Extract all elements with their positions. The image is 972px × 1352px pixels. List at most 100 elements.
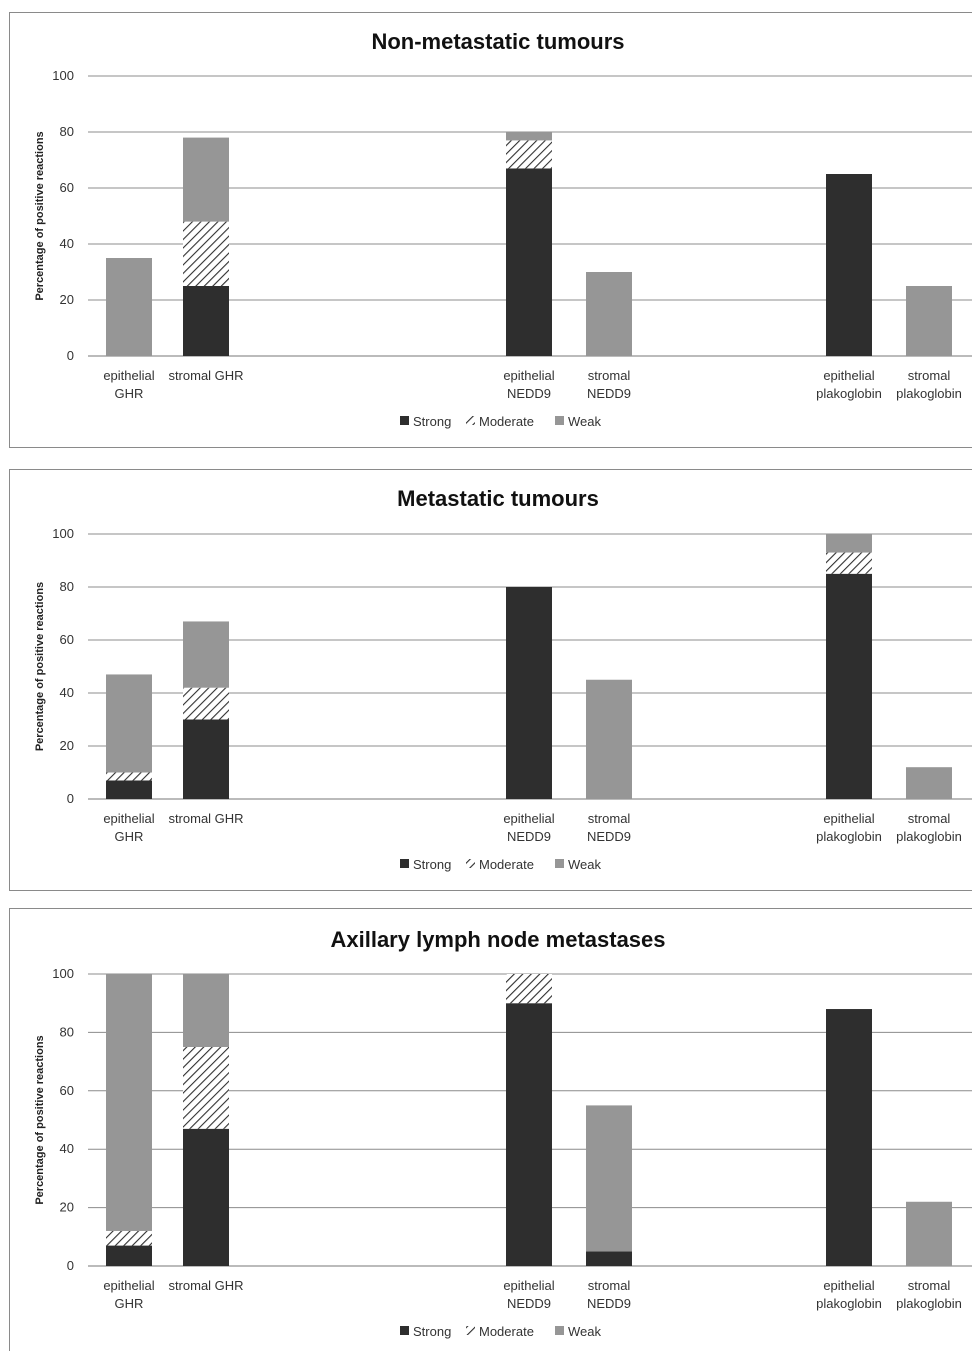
bar-strong — [183, 719, 229, 799]
y-tick-label: 60 — [60, 180, 74, 195]
bar-strong — [183, 1128, 229, 1266]
bar-weak — [106, 674, 152, 773]
x-tick-label: NEDD9 — [507, 1296, 551, 1311]
bar-strong — [826, 174, 872, 356]
chart-svg: Axillary lymph node metastases 0 20 40 60 80 1… — [34, 927, 972, 1339]
y-tick-label: 40 — [60, 236, 74, 251]
x-tick-label: NEDD9 — [507, 829, 551, 844]
y-axis-label: Percentage of positive reactions — [34, 1035, 46, 1204]
y-tick-label: 40 — [60, 1141, 74, 1156]
bar-weak — [586, 679, 632, 799]
y-tick-label: 20 — [60, 1200, 74, 1215]
chart-title: Non-metastatic tumours — [371, 29, 624, 54]
y-tick-label: 100 — [52, 526, 74, 541]
x-tick-label: plakoglobin — [816, 386, 882, 401]
y-tick-label: 80 — [60, 579, 74, 594]
x-tick-label: epithelial — [823, 811, 874, 826]
x-tick-label: plakoglobin — [816, 829, 882, 844]
x-tick-label: plakoglobin — [896, 1296, 962, 1311]
legend-swatch-moderate — [466, 1326, 475, 1335]
bar-weak — [506, 132, 552, 141]
bar-strong — [106, 780, 152, 799]
bar-moderate — [826, 552, 872, 574]
legend-label-moderate: Moderate — [479, 857, 534, 872]
x-tick-label: GHR — [115, 829, 144, 844]
x-tick-label: stromal — [908, 811, 951, 826]
x-tick-label: epithelial — [103, 1278, 154, 1293]
x-tick-label: epithelial — [503, 368, 554, 383]
bar-weak — [586, 272, 632, 356]
y-tick-label: 0 — [67, 791, 74, 806]
x-tick-label: epithelial — [103, 811, 154, 826]
bar-strong — [586, 1251, 632, 1266]
x-tick-label: plakoglobin — [896, 386, 962, 401]
legend-label-strong: Strong — [413, 857, 451, 872]
chart-title: Metastatic tumours — [397, 486, 599, 511]
y-tick-label: 80 — [60, 1024, 74, 1039]
x-tick-label: plakoglobin — [896, 829, 962, 844]
bar-weak — [826, 534, 872, 553]
x-tick-label: GHR — [115, 386, 144, 401]
bar-moderate — [183, 687, 229, 720]
x-tick-label: NEDD9 — [587, 1296, 631, 1311]
legend-swatch-moderate — [466, 416, 475, 425]
bar-moderate — [183, 221, 229, 286]
y-tick-label: 60 — [60, 1083, 74, 1098]
chart-svg: Non-metastatic tumours 0 20 40 60 80 100 Percen… — [34, 29, 972, 429]
x-tick-label: epithelial — [823, 368, 874, 383]
x-tick-label: epithelial — [503, 1278, 554, 1293]
y-axis-label: Percentage of positive reactions — [34, 131, 46, 300]
y-tick-label: 100 — [52, 966, 74, 981]
bar-moderate — [183, 1047, 229, 1129]
legend-label-moderate: Moderate — [479, 1324, 534, 1339]
legend-label-strong: Strong — [413, 1324, 451, 1339]
y-axis-label: Percentage of positive reactions — [34, 582, 46, 751]
chart-panel-axillary: Axillary lymph node metastases 0 20 40 60 80 1… — [9, 908, 972, 1351]
legend-swatch-moderate — [466, 859, 475, 868]
bar-weak — [906, 286, 952, 356]
legend-label-weak: Weak — [568, 414, 601, 429]
x-tick-label: NEDD9 — [507, 386, 551, 401]
bar-weak — [906, 1201, 952, 1266]
bar-weak — [106, 974, 152, 1231]
y-tick-label: 0 — [67, 1258, 74, 1273]
y-tick-label: 80 — [60, 124, 74, 139]
x-tick-label: stromal — [908, 368, 951, 383]
x-tick-label: plakoglobin — [816, 1296, 882, 1311]
bar-strong — [183, 286, 229, 356]
chart-title: Axillary lymph node metastases — [330, 927, 665, 952]
y-tick-label: 20 — [60, 738, 74, 753]
bar-strong — [826, 1009, 872, 1266]
legend-swatch-strong — [400, 859, 409, 868]
x-tick-label: NEDD9 — [587, 829, 631, 844]
y-tick-label: 0 — [67, 348, 74, 363]
bar-moderate — [106, 772, 152, 781]
x-tick-label: epithelial — [103, 368, 154, 383]
x-tick-label: stromal — [908, 1278, 951, 1293]
bar-strong — [506, 168, 552, 356]
legend-swatch-weak — [555, 416, 564, 425]
chart-panel-non-metastatic: Non-metastatic tumours 0 20 40 60 80 100 Percen… — [9, 12, 972, 448]
y-tick-label: 100 — [52, 68, 74, 83]
legend-swatch-weak — [555, 1326, 564, 1335]
bar-moderate — [106, 1230, 152, 1246]
bar-moderate — [506, 974, 552, 1004]
bar-weak — [906, 767, 952, 799]
chart-svg: Metastatic tumours 0 20 40 60 80 100 Percentage… — [34, 486, 972, 872]
x-tick-label: stromal GHR — [168, 1278, 243, 1293]
legend-swatch-strong — [400, 1326, 409, 1335]
bar-weak — [183, 621, 229, 688]
x-tick-label: stromal GHR — [168, 811, 243, 826]
bar-moderate — [506, 140, 552, 169]
legend-label-strong: Strong — [413, 414, 451, 429]
bar-strong — [106, 1245, 152, 1266]
y-tick-label: 20 — [60, 292, 74, 307]
x-tick-label: epithelial — [823, 1278, 874, 1293]
legend-label-moderate: Moderate — [479, 414, 534, 429]
bar-weak — [106, 258, 152, 356]
x-tick-label: stromal — [588, 368, 631, 383]
y-tick-label: 40 — [60, 685, 74, 700]
legend-swatch-weak — [555, 859, 564, 868]
bar-weak — [586, 1105, 632, 1252]
chart-panel-metastatic: Metastatic tumours 0 20 40 60 80 100 Percentage… — [9, 469, 972, 891]
